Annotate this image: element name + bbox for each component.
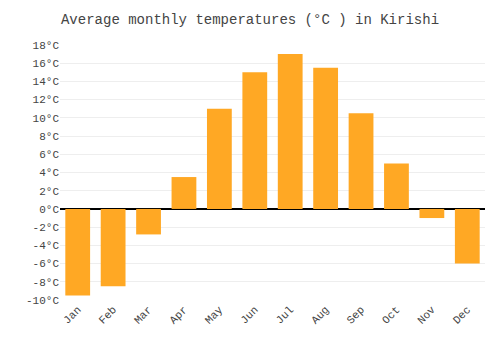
- svg-text:6°C: 6°C: [39, 149, 59, 161]
- svg-text:10°C: 10°C: [33, 113, 60, 125]
- svg-text:8°C: 8°C: [39, 131, 59, 143]
- svg-text:Dec: Dec: [451, 304, 473, 326]
- svg-text:Jun: Jun: [238, 304, 260, 326]
- svg-text:0°C: 0°C: [39, 204, 59, 216]
- svg-text:Jan: Jan: [61, 304, 83, 326]
- svg-text:May: May: [203, 304, 226, 327]
- svg-text:Average monthly temperatures (: Average monthly temperatures (°C ) in Ki…: [61, 12, 439, 28]
- svg-text:-6°C: -6°C: [33, 258, 60, 270]
- svg-text:Mar: Mar: [132, 304, 154, 326]
- svg-text:2°C: 2°C: [39, 186, 59, 198]
- svg-text:Feb: Feb: [97, 304, 119, 326]
- svg-text:-4°C: -4°C: [33, 240, 60, 252]
- svg-text:Nov: Nov: [415, 304, 438, 327]
- svg-text:-10°C: -10°C: [26, 295, 59, 307]
- svg-text:18°C: 18°C: [33, 40, 60, 52]
- svg-text:Oct: Oct: [380, 304, 402, 326]
- svg-text:Sep: Sep: [345, 304, 367, 326]
- svg-text:-8°C: -8°C: [33, 277, 60, 289]
- svg-text:14°C: 14°C: [33, 76, 60, 88]
- svg-text:Jul: Jul: [274, 304, 296, 326]
- svg-text:16°C: 16°C: [33, 58, 60, 70]
- svg-text:Aug: Aug: [309, 304, 331, 326]
- svg-text:-2°C: -2°C: [33, 222, 60, 234]
- svg-text:Apr: Apr: [167, 304, 189, 326]
- svg-text:12°C: 12°C: [33, 94, 60, 106]
- svg-text:4°C: 4°C: [39, 167, 59, 179]
